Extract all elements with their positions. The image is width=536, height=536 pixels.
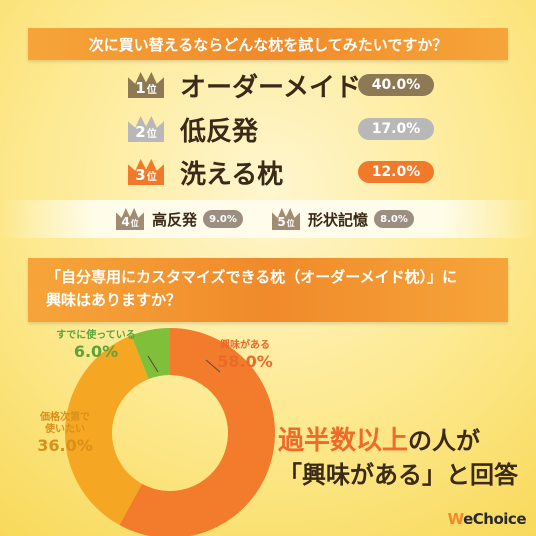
rank-number: 3: [135, 166, 146, 184]
rank-unit: 位: [286, 219, 295, 228]
rank-value-pill: 17.0%: [358, 118, 434, 140]
question-2-line-1: 「自分専用にカスタマイズできる枕（オーダーメイド枕）」に: [46, 268, 458, 286]
wechoice-logo: WeChoice: [447, 510, 527, 528]
conclusion-message: 過半数以上の人が 「興味がある」と回答: [278, 424, 518, 492]
slice-price-dependent: [65, 335, 149, 526]
conclusion-emphasis: 過半数以上: [278, 426, 409, 456]
label-title: 興味がある: [220, 340, 270, 351]
rank-value-pill: 8.0%: [374, 210, 415, 228]
label-title-line-1: 価格次第で: [40, 412, 90, 423]
question-2-line-2: 興味はありますか？: [46, 291, 182, 309]
leader-line-interested: [205, 359, 221, 373]
label-value: 36.0%: [37, 436, 93, 455]
rank-value-pill: 40.0%: [358, 74, 434, 96]
rank-name: オーダーメイド: [180, 72, 361, 103]
logo-mark: W: [447, 510, 464, 528]
rank-unit: 位: [146, 172, 157, 183]
label-already-using: すでに使っている 6.0%: [46, 330, 146, 362]
rank-name: 形状記憶: [308, 210, 369, 229]
question-2-banner: 「自分専用にカスタマイズできる枕（オーダーメイド枕）」に 興味はありますか？: [28, 258, 508, 322]
label-price-dependent: 価格次第で 使いたい 36.0%: [30, 412, 100, 456]
rank-value-pill: 9.0%: [203, 210, 244, 228]
question-1-text: 次に買い替えるならどんな枕を試してみたいですか？: [88, 35, 448, 54]
rank-unit: 位: [130, 219, 139, 228]
rank-unit: 位: [146, 129, 157, 140]
rank-number: 2: [135, 123, 146, 141]
conclusion-line-2: 「興味がある」と回答: [278, 461, 518, 489]
leader-line-already: [147, 355, 159, 373]
label-interested: 興味がある 58.0%: [210, 340, 280, 372]
minor-ranks-band: [0, 200, 536, 238]
rank-unit: 位: [146, 85, 157, 96]
slice-already-using: [131, 327, 170, 380]
rank-name: 低反発: [180, 116, 259, 147]
label-value: 6.0%: [73, 342, 119, 361]
label-title-line-2: 使いたい: [45, 424, 85, 435]
label-value: 58.0%: [217, 352, 273, 371]
rank-name: 洗える枕: [180, 159, 284, 190]
rank-value-pill: 12.0%: [358, 161, 434, 183]
conclusion-rest: の人が: [408, 427, 481, 455]
label-title: すでに使っている: [56, 330, 136, 341]
logo-text: eChoice: [463, 510, 526, 528]
question-1-banner: 次に買い替えるならどんな枕を試してみたいですか？: [28, 28, 508, 60]
rank-name: 高反発: [152, 210, 198, 229]
rank-number: 4: [121, 215, 130, 229]
slice-interested: [119, 328, 275, 536]
rank-number: 1: [135, 79, 146, 97]
rank-number: 5: [277, 215, 286, 229]
